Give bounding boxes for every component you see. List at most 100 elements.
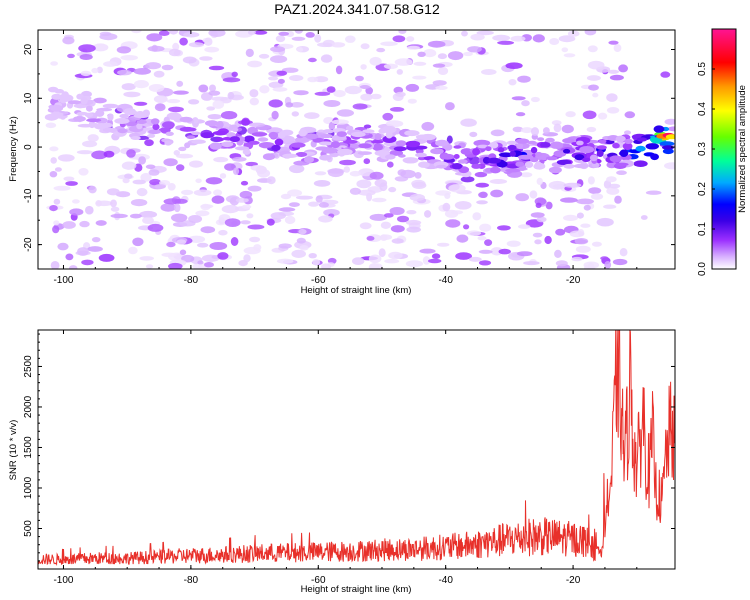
spectrogram-cell: [545, 137, 555, 143]
spectrogram-cell: [331, 141, 340, 149]
colorbar: 0.0 0.1 0.2 0.3 0.4 0.5 Normalized spectral a…: [697, 28, 748, 276]
spectrogram-cell: [586, 75, 601, 81]
spectrogram-cell: [86, 105, 93, 112]
spectrogram-cell: [418, 161, 430, 168]
spectrogram-cell: [498, 248, 511, 255]
spectrogram-cell: [182, 56, 197, 64]
spectrogram-cell: [571, 256, 583, 262]
spectrogram-cell: [548, 166, 562, 174]
colorbar-label: Normalized spectral amplitude: [737, 85, 748, 213]
spectrogram-cell: [352, 103, 368, 110]
spectrogram-cell: [168, 30, 179, 35]
spectrogram-cell: [59, 114, 66, 120]
spectrogram-cell: [487, 157, 501, 164]
spectrogram-cell: [218, 229, 228, 236]
spectrogram-cell: [633, 160, 648, 167]
spectrogram-cell: [653, 125, 665, 133]
spectrogram-cell: [227, 91, 235, 100]
spectrogram-cell: [243, 254, 251, 263]
spectrogram-cell: [91, 237, 101, 243]
spectrogram-cell: [176, 164, 185, 172]
chart-title: PAZ1.2024.341.07.58.G12: [274, 1, 440, 17]
spectrogram-cell: [650, 153, 659, 161]
spectrogram-cell: [103, 61, 118, 67]
spectrogram-cell: [608, 183, 621, 189]
spectrogram-cell: [394, 58, 413, 66]
spectrogram-cell: [563, 53, 576, 58]
spectrogram-cell: [574, 154, 585, 161]
spectrogram-cell: [545, 201, 553, 210]
spectrogram-cell: [277, 78, 285, 84]
spectrogram-cell: [490, 189, 504, 198]
spectrogram-y-tick-label: -10: [23, 188, 34, 203]
spectrogram-cell: [343, 166, 350, 173]
spectrogram-cell: [382, 135, 397, 143]
spectrogram-cell: [517, 154, 534, 160]
spectrogram-cell: [432, 63, 446, 68]
spectrogram-cell: [130, 136, 141, 140]
spectrogram-cell: [405, 140, 421, 148]
spectrogram-cell: [188, 99, 200, 105]
spectrogram-cell: [247, 60, 263, 68]
spectrogram-cell: [398, 30, 407, 34]
spectrogram-cell: [65, 181, 78, 186]
spectrogram-cell: [374, 133, 382, 140]
spectrogram-cell: [164, 140, 173, 146]
spectrogram-cell: [460, 176, 475, 183]
spectrogram-cell: [67, 53, 75, 59]
spectrogram-x-ticks: -100 -80 -60 -40 -20: [53, 30, 638, 286]
spectrogram-cell: [321, 147, 338, 154]
spectrogram-cell: [258, 142, 275, 149]
spectrogram-cell: [148, 169, 160, 176]
spectrogram-cell: [312, 137, 325, 143]
spectrogram-cell: [622, 142, 633, 150]
spectrogram-cell: [563, 148, 571, 154]
spectrogram-cell: [390, 225, 405, 233]
spectrogram-cell: [150, 118, 160, 125]
spectrogram-cell: [268, 76, 279, 81]
spectrogram-cell: [415, 148, 424, 154]
spectrogram-cell: [531, 127, 539, 136]
spectrogram-cell: [147, 45, 165, 52]
spectrogram-cell: [136, 188, 148, 197]
spectrogram-cell: [640, 215, 648, 220]
spectrogram-cell: [131, 30, 142, 34]
spectrogram-cell: [404, 130, 420, 137]
spectrogram-cell: [220, 111, 238, 120]
spectrogram-cell: [370, 93, 382, 100]
spectrogram-cell: [497, 147, 505, 153]
spectrogram-cell: [179, 249, 187, 256]
spectrogram-cell: [614, 195, 622, 204]
spectrogram-cell: [179, 126, 195, 132]
spectrogram-cell: [349, 170, 362, 177]
spectrogram-cell: [314, 171, 327, 176]
spectrogram-cell: [476, 30, 494, 36]
spectrogram-cell: [422, 256, 431, 265]
spectrogram-cell: [461, 30, 468, 37]
snr-x-tick-label: -100: [53, 575, 73, 586]
spectrogram-cell: [662, 148, 674, 155]
spectrogram-cell: [582, 157, 591, 162]
spectrogram-cell: [455, 252, 472, 260]
spectrogram-cell: [520, 172, 533, 178]
spectrogram-cell: [195, 178, 202, 184]
spectrogram-cell: [560, 197, 578, 203]
spectrogram-cell: [645, 143, 659, 150]
spectrogram-cell: [457, 159, 468, 164]
spectrogram-cell: [412, 75, 427, 80]
spectrogram-cell: [145, 62, 162, 70]
spectrogram-cell: [357, 151, 372, 156]
spectrogram-cell: [523, 261, 540, 266]
spectrogram-cell: [598, 112, 608, 120]
spectrogram-cell: [371, 197, 387, 203]
spectrogram-cell: [460, 148, 473, 155]
spectrogram-cell: [258, 53, 270, 59]
spectrogram-cell: [275, 35, 286, 43]
spectrogram-cell: [280, 129, 294, 136]
spectrogram-cell: [352, 257, 365, 265]
spectrogram-cell: [49, 205, 58, 212]
spectrogram-cell: [392, 35, 406, 43]
spectrogram-cell: [287, 189, 303, 197]
spectrogram-cell: [406, 210, 417, 215]
spectrogram-cell: [305, 133, 319, 140]
